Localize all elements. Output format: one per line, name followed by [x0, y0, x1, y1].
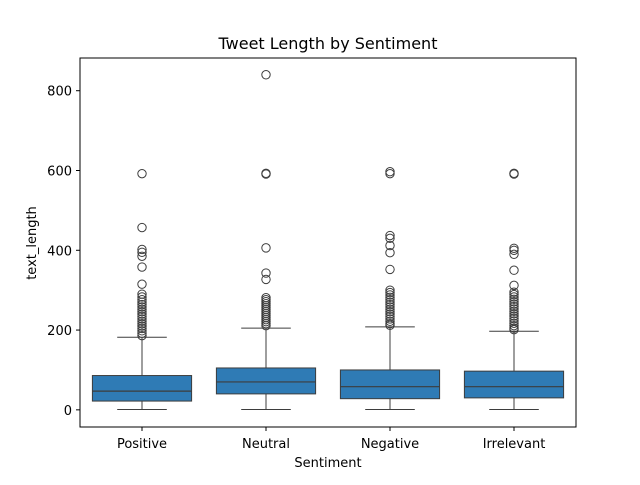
outlier-point — [509, 306, 519, 317]
x-tick-label: Negative — [361, 437, 419, 452]
outlier-point — [137, 316, 147, 326]
outlier-point — [261, 169, 271, 179]
chart-title: Tweet Length by Sentiment — [218, 34, 438, 53]
y-tick-label: 600 — [47, 164, 72, 179]
outlier-point — [385, 299, 395, 310]
outlier-point — [137, 323, 147, 334]
y-tick-label: 400 — [47, 244, 72, 259]
outlier-point — [137, 307, 147, 317]
outlier-point — [137, 311, 147, 322]
outlier-point — [509, 301, 519, 312]
x-axis-label: Sentiment — [294, 456, 361, 471]
outlier-point — [137, 297, 147, 307]
x-tick-label: Neutral — [242, 437, 290, 452]
outlier-point — [137, 328, 147, 338]
outlier-point — [509, 280, 519, 291]
outlier-point — [385, 295, 395, 305]
outlier-point — [509, 294, 519, 305]
outlier-point — [137, 295, 147, 305]
iqr-box — [215, 367, 317, 395]
outlier-point — [137, 299, 147, 310]
outlier-point — [385, 307, 395, 317]
y-tick-label: 200 — [47, 324, 72, 339]
outlier-point — [137, 304, 147, 315]
x-tick-label: Irrelevant — [483, 437, 546, 452]
outlier-point — [385, 316, 395, 326]
outlier-point — [509, 265, 519, 275]
y-axis-label: text_length — [25, 206, 40, 280]
outlier-point — [509, 249, 519, 259]
outlier-point — [137, 251, 147, 261]
outlier-point — [137, 262, 147, 272]
outlier-point — [385, 290, 395, 300]
plot-area: 0 200 400 600 800 Positive Neutral Negative Irre… — [47, 70, 565, 452]
outlier-point — [509, 309, 519, 319]
outlier-point — [385, 264, 395, 275]
outlier-point — [509, 324, 519, 335]
outlier-point — [385, 297, 395, 307]
outlier-point — [137, 168, 147, 179]
outlier-point — [509, 297, 519, 307]
outlier-point — [137, 247, 147, 257]
y-tick-label: 800 — [47, 85, 72, 100]
outlier-point — [509, 245, 519, 255]
outlier-point — [385, 230, 395, 241]
outlier-point — [385, 314, 395, 324]
outlier-point — [137, 318, 147, 329]
outlier-point — [137, 321, 147, 331]
iqr-box — [463, 370, 565, 399]
outlier-point — [385, 302, 395, 312]
outlier-point — [385, 247, 395, 258]
outlier-point — [385, 304, 395, 315]
outlier-point — [385, 233, 395, 244]
outlier-point — [509, 320, 519, 331]
outlier-point — [509, 169, 519, 179]
outlier-point — [509, 311, 519, 321]
outlier-point — [137, 302, 147, 312]
outlier-point — [509, 287, 519, 297]
outlier-point — [385, 285, 395, 295]
outlier-point — [137, 330, 147, 341]
iqr-box — [91, 375, 193, 402]
outlier-point — [509, 318, 519, 328]
outlier-point — [509, 299, 519, 309]
axes-frame — [79, 57, 577, 428]
outlier-point — [385, 292, 395, 303]
y-tick-label: 0 — [64, 404, 72, 419]
outlier-point — [137, 326, 147, 336]
outlier-point — [137, 244, 147, 255]
outlier-point — [261, 70, 271, 80]
outlier-point — [137, 279, 147, 289]
outlier-point — [261, 243, 271, 253]
iqr-box — [339, 369, 441, 400]
outlier-point — [385, 287, 395, 298]
outlier-point — [261, 274, 271, 285]
outlier-point — [137, 314, 147, 324]
outlier-point — [137, 309, 147, 319]
outlier-point — [261, 320, 271, 331]
outlier-point — [509, 304, 519, 314]
outlier-point — [137, 222, 147, 233]
outlier-point — [385, 320, 395, 330]
outlier-point — [137, 292, 147, 302]
x-tick-label: Positive — [117, 437, 167, 452]
outlier-point — [385, 168, 395, 179]
outlier-point — [385, 240, 395, 251]
outlier-point — [385, 309, 395, 319]
outlier-point — [509, 313, 519, 324]
outlier-point — [509, 289, 519, 300]
outlier-point — [509, 292, 519, 302]
outlier-point — [261, 268, 271, 278]
